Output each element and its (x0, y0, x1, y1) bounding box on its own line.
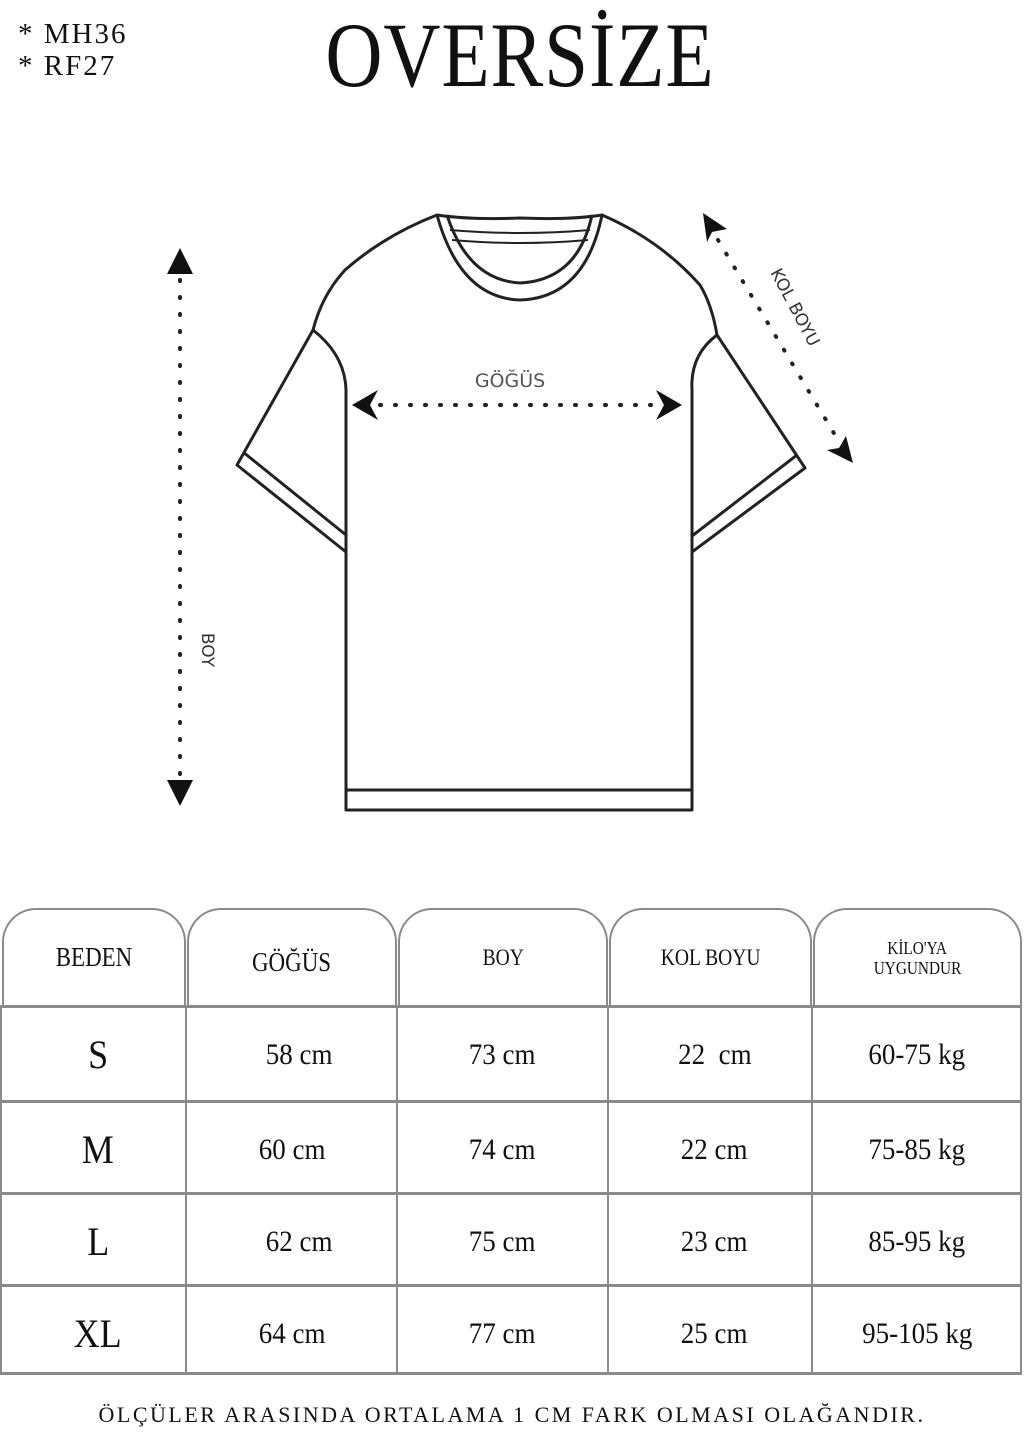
chest-cell: 64 cm (258, 1316, 326, 1350)
weight-cell: 60-75 kg (868, 1037, 966, 1071)
size-cell: M (81, 1127, 115, 1172)
length-cell: 77 cm (468, 1316, 536, 1350)
sleeve-cell: 22 cm (677, 1037, 752, 1071)
sleeve-cell: 22 cm (681, 1132, 748, 1166)
product-codes: * MH36 * RF27 (18, 18, 127, 82)
arrow-left-icon (352, 390, 378, 420)
header-weight-line2: UYGUNDUR (873, 957, 962, 978)
length-cell: 73 cm (468, 1037, 536, 1071)
chest-cell: 58 cm (265, 1037, 333, 1071)
tshirt-outline (235, 213, 807, 812)
arrow-up-icon (167, 248, 193, 274)
footer-note: ÖLÇÜLER ARASINDA ORTALAMA 1 CM FARK OLMA… (98, 1402, 926, 1427)
table-row: S 58 cm 73 cm 22 cm 60-75 kg (0, 1008, 1022, 1101)
chest-arrow (352, 390, 682, 420)
code-1: * MH36 (18, 18, 128, 50)
arrow-right-icon (656, 390, 682, 420)
weight-cell: 95-105 kg (861, 1316, 973, 1350)
table-row: M 60 cm 74 cm 22 cm 75-85 kg (0, 1100, 1022, 1196)
arrow-down-icon (167, 780, 193, 806)
length-arrow (167, 248, 193, 806)
sleeve-cell: 25 cm (681, 1316, 748, 1350)
header-sleeve-label: KOL BOYU (660, 944, 761, 970)
weight-cell: 85-95 kg (868, 1224, 966, 1258)
header-length-label: BOY (482, 944, 524, 970)
size-cell: L (87, 1219, 109, 1264)
header-size-label: BEDEN (55, 942, 133, 972)
header-sleeve: KOL BOYU (609, 908, 812, 1005)
sleeve-cell: 23 cm (681, 1224, 748, 1258)
header-weight-line1: KİLO'YA (887, 937, 948, 958)
size-cell: XL (73, 1311, 122, 1356)
header-length: BOY (398, 908, 608, 1005)
header-weight: KİLO'YA UYGUNDUR (813, 908, 1022, 1005)
arrow-down-right-icon (827, 436, 853, 463)
weight-cell: 75-85 kg (868, 1132, 966, 1166)
length-label: BOY (197, 633, 217, 668)
table-body: S 58 cm 73 cm 22 cm 60-75 kg M 60 cm 74 … (0, 1005, 1022, 1375)
length-cell: 74 cm (468, 1132, 536, 1166)
page-title: OVERSİZE (325, 4, 715, 106)
length-cell: 75 cm (468, 1224, 536, 1258)
header-chest-label: GÖĞÜS (252, 947, 332, 977)
tshirt-diagram: GÖĞÜS BOY KOL BOYU (167, 213, 853, 812)
chest-label: GÖĞÜS (475, 368, 545, 392)
size-cell: S (87, 1032, 109, 1077)
sleeve-arrow (703, 213, 853, 463)
table-row: L 62 cm 75 cm 23 cm 85-95 kg (0, 1192, 1022, 1288)
chest-cell: 62 cm (265, 1224, 333, 1258)
table-row: XL 64 cm 77 cm 25 cm 95-105 kg (0, 1284, 1022, 1380)
header-chest: GÖĞÜS (187, 908, 397, 1005)
header-size: BEDEN (2, 908, 186, 1005)
arrow-up-left-icon (703, 213, 727, 242)
code-2: * RF27 (18, 50, 117, 82)
chest-cell: 60 cm (258, 1132, 326, 1166)
